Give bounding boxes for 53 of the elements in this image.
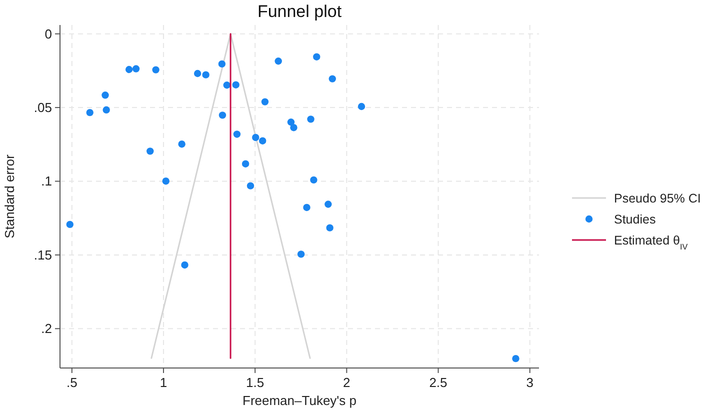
- point: [258, 137, 266, 144]
- legend-label: Pseudo 95% CI: [614, 192, 701, 206]
- point: [328, 75, 336, 82]
- point: [132, 65, 140, 72]
- point: [178, 140, 186, 148]
- point: [246, 182, 254, 190]
- y-tick-label: .1: [41, 174, 52, 189]
- point: [512, 354, 520, 362]
- x-tick-label: 2.5: [429, 375, 448, 390]
- point: [310, 176, 318, 184]
- point: [202, 71, 210, 78]
- x-tick-label: 3: [526, 375, 534, 390]
- point: [324, 200, 332, 208]
- point: [261, 98, 269, 106]
- chart-title: Funnel plot: [257, 2, 342, 21]
- point: [358, 102, 366, 110]
- legend-label: Studies: [614, 212, 656, 226]
- y-tick-label: 0: [44, 26, 52, 42]
- point: [290, 124, 298, 132]
- x-tick-label: .5: [66, 375, 78, 390]
- point: [233, 130, 241, 138]
- y-tick-label: .2: [41, 321, 52, 336]
- point: [274, 58, 282, 65]
- point: [232, 81, 240, 88]
- point: [303, 204, 310, 212]
- point: [218, 112, 226, 119]
- point: [287, 118, 295, 126]
- x-tick-label: 1.5: [246, 375, 264, 390]
- point: [102, 92, 109, 99]
- point: [86, 108, 94, 116]
- point: [66, 220, 74, 228]
- point: [297, 250, 305, 258]
- x-tick-label: 1: [160, 375, 168, 390]
- point: [307, 116, 314, 123]
- point: [313, 53, 320, 60]
- point: [102, 106, 110, 114]
- point: [218, 60, 226, 68]
- point: [242, 160, 250, 168]
- point: [125, 66, 133, 74]
- point: [194, 70, 202, 78]
- y-tick-label: .05: [34, 100, 52, 116]
- point: [181, 261, 188, 269]
- x-axis-title: Freeman–Tukey's p: [242, 393, 356, 408]
- x-tick-label: 2: [343, 375, 350, 390]
- point: [162, 177, 170, 185]
- y-axis-title: Standard error: [2, 154, 17, 238]
- legend-label: Estimated θ$_{IV}$: [614, 234, 688, 251]
- point: [152, 66, 160, 74]
- point: [326, 224, 334, 232]
- point: [223, 82, 230, 89]
- point: [252, 134, 260, 142]
- point: [146, 148, 154, 155]
- y-tick-label: .15: [34, 247, 52, 262]
